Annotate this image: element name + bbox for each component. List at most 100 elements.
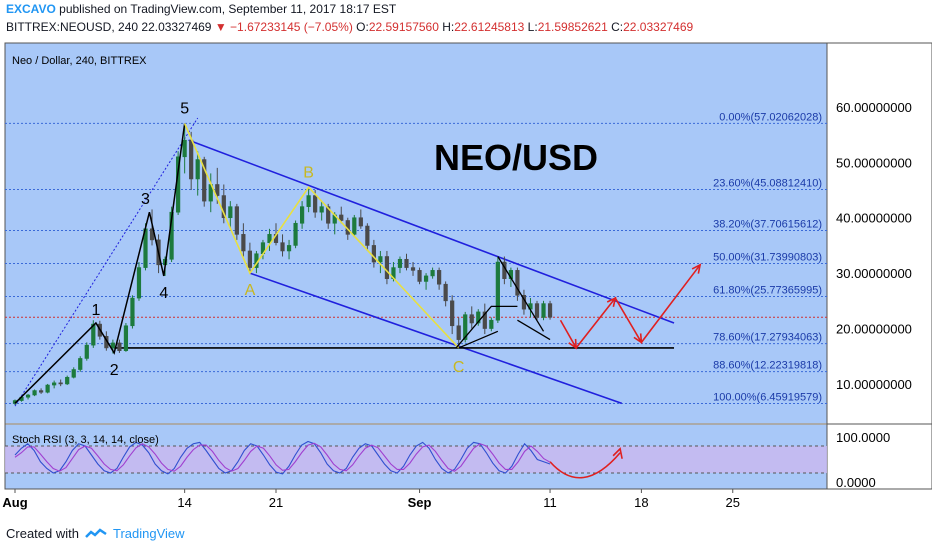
rsi-projection-curve (549, 452, 621, 479)
channel-lower-line (249, 272, 623, 405)
last-price: 22.03327469 (141, 20, 212, 34)
time-tick-label: Aug (2, 495, 27, 510)
fib-level-label: 100.00%(6.45919579) (713, 392, 822, 404)
time-tick-label: 14 (177, 495, 191, 510)
candle-up (541, 303, 546, 318)
triangle-pattern (458, 330, 499, 349)
abc-label: A (245, 282, 256, 299)
candle-down (189, 139, 194, 180)
down-arrow-icon: ▼ (214, 20, 227, 34)
tradingview-link[interactable]: TradingView (112, 526, 185, 541)
candle-up (65, 376, 70, 385)
candle-down (534, 303, 540, 318)
close-label: C: (611, 20, 624, 34)
candle-up (71, 369, 76, 378)
candle-up (25, 394, 31, 398)
candle-down (547, 303, 553, 318)
candle-up (228, 206, 233, 219)
price-chart[interactable]: 0.00%(57.02062028) 23.60%(45.08812410) 38.… (0, 42, 932, 520)
candle-down (234, 206, 239, 235)
rsi-tick-label: 0.0000 (836, 475, 876, 490)
candle-down (469, 314, 474, 324)
price-tick-label: 60.00000000 (836, 100, 912, 115)
channel-upper-line (188, 139, 675, 324)
candle-down (358, 217, 363, 227)
price-tick-label: 50.00000000 (836, 155, 912, 170)
close-value: 22.03327469 (623, 20, 694, 34)
rsi-band (5, 446, 827, 473)
candle-up (423, 275, 429, 282)
time-tick-label: 11 (543, 495, 557, 510)
publish-info: published on TradingView.com, September … (59, 2, 397, 16)
created-with-label: Created with (6, 526, 79, 541)
author-name[interactable]: EXCAVO (6, 2, 56, 16)
pennant-upper-line (497, 256, 545, 332)
symbol-label: BITTREX:NEOUSD, 240 (6, 20, 139, 34)
candle-up (84, 344, 89, 359)
candle-down (117, 342, 122, 351)
main-pane-background (5, 43, 827, 423)
candle-up (195, 159, 200, 180)
candle-down (371, 245, 376, 263)
fib-level-label: 38.20%(37.70615612) (713, 218, 822, 230)
candle-up (306, 195, 311, 207)
candle-up (319, 206, 324, 213)
fib-level-label: 50.00%(31.73990803) (713, 251, 822, 263)
price-change: −1.67233145 (−7.05%) (230, 20, 353, 34)
candle-down (515, 270, 520, 296)
fib-level-label: 0.00%(57.02062028) (719, 111, 822, 123)
candle-down (221, 195, 226, 219)
candle-up (463, 314, 468, 340)
candle-down (241, 234, 246, 252)
stoch-d-line (14, 442, 551, 472)
candle-down (326, 206, 331, 224)
candle-up (476, 311, 481, 324)
projection-arrow-head (606, 296, 617, 308)
projection-arrow-head (633, 333, 643, 344)
fib-level-label: 61.80%(25.77365995) (713, 285, 822, 297)
candle-up (45, 384, 50, 393)
chart-title: Neo / Dollar, 240, BITTREX (12, 55, 147, 67)
price-tick-label: 30.00000000 (836, 266, 912, 281)
time-tick-label: 18 (634, 495, 648, 510)
rsi-projection-arrow-head (612, 447, 623, 459)
candle-up (267, 234, 272, 243)
candle-down (404, 258, 409, 268)
candle-down (443, 283, 448, 302)
fib-level-label: 23.60%(45.08812410) (713, 178, 822, 190)
open-value: 22.59157560 (368, 20, 439, 34)
publish-header: EXCAVO published on TradingView.com, Sep… (6, 2, 396, 16)
candle-up (299, 206, 305, 224)
candle-up (32, 390, 37, 396)
candle-up (378, 256, 383, 263)
candle-down (339, 214, 344, 221)
pennant-lower-line (517, 319, 551, 341)
candle-up (286, 245, 292, 252)
candle-up (110, 342, 115, 349)
candle-up (489, 319, 494, 329)
stoch-k-line (14, 440, 551, 475)
triangle-pattern (455, 305, 518, 349)
abc-label: C (453, 359, 465, 376)
candle-down (384, 256, 390, 279)
high-value: 22.61245813 (454, 20, 525, 34)
candle-up (123, 325, 129, 351)
high-label: H: (442, 20, 455, 34)
low-label: L: (527, 20, 538, 34)
candle-up (91, 323, 96, 346)
wave-label: 2 (110, 362, 119, 379)
candle-down (410, 267, 416, 271)
price-axis-background (827, 43, 932, 489)
rsi-tick-label: 100.0000 (836, 430, 890, 445)
time-tick-label: 25 (726, 495, 740, 510)
candle-down (38, 390, 44, 393)
price-tick-label: 10.00000000 (836, 377, 912, 392)
footer: Created with TradingView (6, 526, 185, 541)
candle-up (397, 258, 403, 268)
wave-label: 3 (141, 191, 150, 208)
fib-level-label: 78.60%(17.27934063) (713, 332, 822, 344)
price-tick-label: 20.00000000 (836, 322, 912, 337)
dotted-trend-line (14, 117, 199, 407)
time-tick-label: Sep (408, 495, 432, 510)
candle-up (52, 382, 57, 386)
